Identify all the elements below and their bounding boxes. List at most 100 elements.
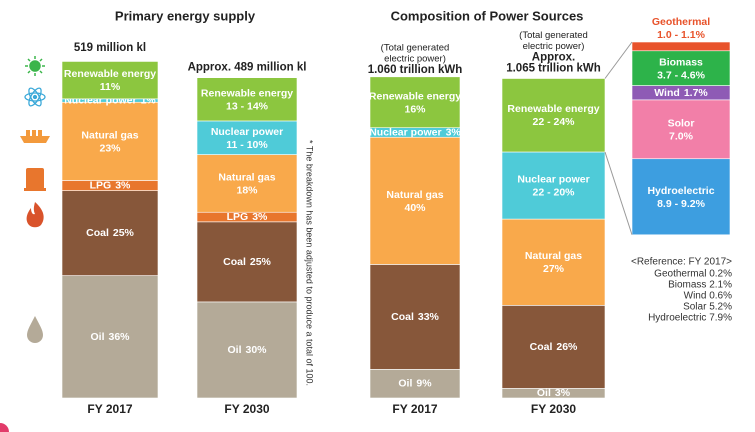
segment-label-part: 3% (252, 211, 268, 223)
segment-label: Oil 9% (398, 377, 432, 389)
breakdown-label-part: Hydroelectric (647, 185, 714, 197)
segment-label-part: 18% (236, 184, 258, 196)
connector (604, 151, 633, 235)
segment-label-part: Natural gas (218, 171, 275, 183)
segment-label: Nuclear power 11 - 10% (211, 126, 283, 151)
segment-label-part: 25% (250, 256, 272, 268)
segment-label: Coal 33% (391, 311, 439, 323)
tank-icon (24, 168, 46, 191)
segment-label-part: 13 - 14% (226, 100, 269, 112)
total-label: 1.065 trillion kWh (506, 63, 601, 75)
bar-segment (369, 136, 461, 265)
segment-label-part: Coal (391, 311, 414, 323)
breakdown-label-part: 1.0 - 1.1% (657, 29, 706, 41)
segment-label-part: 25% (113, 227, 135, 239)
segment-label-part: 22 - 20% (532, 186, 575, 198)
segment-label-part: Coal (86, 227, 109, 239)
bar-segment (61, 190, 159, 276)
footnote: * The breakdown has been adjusted to pro… (305, 140, 315, 386)
bar-segment (369, 369, 461, 399)
reference-item: Geothermal 0.2% (654, 269, 732, 280)
segment-label-part: 27% (543, 263, 565, 275)
segment-label-part: 22 - 24% (532, 116, 575, 128)
segment-label-part: 33% (418, 311, 440, 323)
breakdown-label: Wind 1.7% (654, 87, 708, 99)
chart-title: Composition of Power Sources (391, 8, 584, 23)
total-label: Approx. 489 million kl (188, 62, 307, 74)
connector (604, 41, 633, 79)
bar-segment (196, 301, 298, 399)
segment-label-part: 3% (115, 179, 131, 191)
segment-label: Oil 30% (227, 344, 267, 356)
segment-label-part: Natural gas (386, 189, 443, 201)
breakdown-label: Geothermal 1.0 - 1.1% (652, 16, 710, 41)
segment-label: LPG 3% (227, 211, 268, 223)
segment-label: Coal 26% (530, 341, 578, 353)
breakdown-segment (631, 158, 731, 236)
total-label: 1.060 trillion kWh (368, 64, 463, 76)
segment-label: Natural gas 23% (81, 129, 138, 154)
segment-label-part: Oil (398, 377, 412, 389)
segment-label: Renewable energy 13 - 14% (201, 87, 293, 112)
segment-label: Oil 36% (90, 331, 130, 343)
charts: Primary energy supply FY 2017 519 million … (61, 8, 732, 416)
ship-icon (20, 130, 50, 143)
bar-segment (369, 264, 461, 370)
segment-label: Renewable energy 16% (369, 90, 461, 115)
sun-icon (25, 56, 45, 76)
segment-label-part: 9% (416, 377, 432, 389)
total-label: (Total generated (381, 43, 450, 54)
drop-icon (27, 316, 43, 343)
atom-icon (24, 87, 46, 107)
breakdown-label: Hydroelectric 8.9 - 9.2% (647, 185, 714, 210)
segment-label-part: LPG (227, 211, 249, 223)
bar-segment (196, 221, 298, 303)
segment-label-part: Renewable energy (369, 90, 461, 102)
flame-icon (26, 202, 44, 228)
segment-label-part: Oil (537, 387, 551, 399)
segment-label: Nuclear power 3% (369, 126, 461, 138)
breakdown-segment (631, 50, 731, 86)
segment-label-part: 40% (404, 202, 426, 214)
segment-label-part: 11% (100, 81, 121, 93)
bar-segment (501, 388, 606, 399)
bar-segment (501, 151, 606, 220)
breakdown-label-part: 1.7% (684, 87, 709, 99)
segment-label-part: Natural gas (81, 129, 138, 141)
bar-segment (501, 218, 606, 306)
bar-segment (501, 305, 606, 389)
x-tick-label: FY 2017 (87, 402, 132, 416)
x-tick-label: FY 2030 (531, 402, 576, 416)
breakdown-label-part: Geothermal (652, 16, 710, 28)
segment-label: Coal 25% (223, 256, 271, 268)
breakdown-label: Solor 7.0% (668, 117, 695, 142)
reference-item: Hydroelectric 7.9% (648, 313, 732, 324)
total-label: 519 million kl (74, 42, 146, 54)
breakdown-label-part: Solor (668, 117, 695, 129)
breakdown-label-part: 8.9 - 9.2% (657, 198, 706, 210)
bar-segment (196, 77, 298, 122)
total-label: Approx. (532, 52, 575, 64)
segment-label-part: Nuclear power (517, 173, 589, 185)
segment-label: Renewable energy 11% (64, 68, 156, 93)
segment-label: Coal 25% (86, 227, 134, 239)
breakdown-label-part: 3.7 - 4.6% (657, 69, 706, 81)
bar-segment (196, 154, 298, 213)
icons (0, 56, 50, 432)
bar-segment (61, 275, 159, 399)
total-label: (Total generated (519, 30, 588, 41)
segment-label: LPG 3% (90, 179, 131, 191)
chart-title: Primary energy supply (115, 8, 256, 23)
segment-label-part: 3% (555, 387, 571, 399)
breakdown-segment (631, 99, 731, 160)
segment-label-part: 3% (446, 126, 462, 138)
segment-label: Oil 3% (537, 387, 571, 399)
breakdown-label-part: Wind (654, 87, 680, 99)
breakdown-segment (631, 41, 731, 52)
segment-label-part: Renewable energy (201, 87, 293, 99)
breakdown-label-part: 7.0% (669, 130, 694, 142)
segment-label-part: Nuclear power (369, 126, 441, 138)
segment-label-part: Renewable energy (507, 103, 599, 115)
x-tick-label: FY 2030 (224, 402, 269, 416)
breakdown-label-part: Biomass (659, 56, 703, 68)
